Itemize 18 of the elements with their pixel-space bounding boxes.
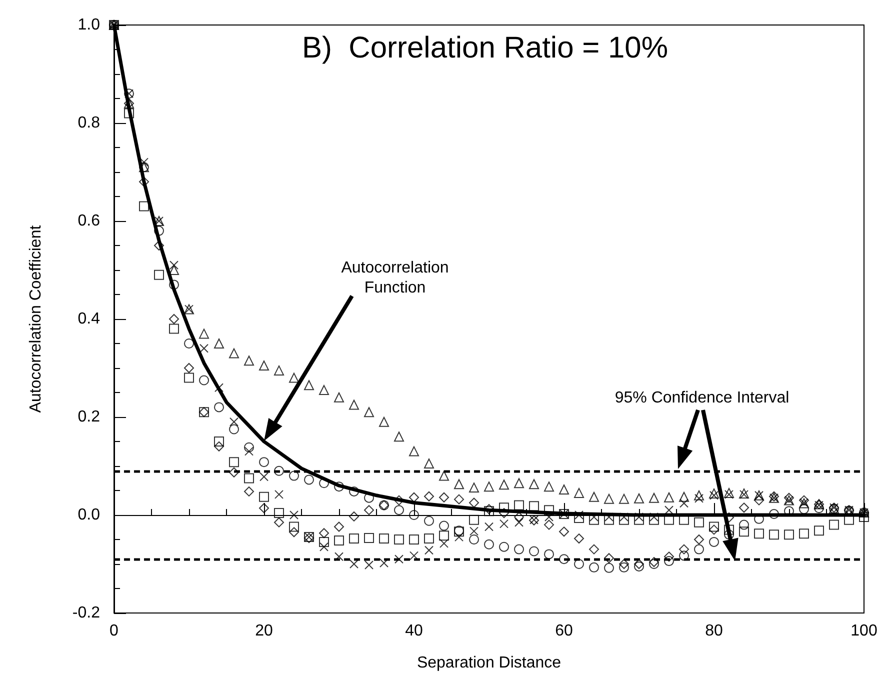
x-axis-title: Separation Distance — [416, 654, 562, 672]
y-tick-label: 0.6 — [78, 212, 100, 230]
x-tick-label: 80 — [705, 622, 723, 640]
annotation: Autocorrelation Function — [341, 260, 449, 296]
x-tick-label: 0 — [110, 622, 119, 640]
y-tick-label: 0.0 — [78, 506, 100, 524]
y-axis-title: Autocorrelation Coefficient — [28, 224, 44, 413]
annotation: 95% Confidence Interval — [614, 390, 790, 406]
chart-title: B) Correlation Ratio = 10% — [302, 32, 668, 64]
y-tick-label: -0.2 — [72, 604, 100, 622]
x-tick-label: 40 — [405, 622, 423, 640]
x-tick-label: 100 — [850, 622, 878, 640]
y-tick-label: 1.0 — [78, 16, 100, 34]
y-tick-label: 0.4 — [78, 310, 100, 328]
y-tick-label: 0.8 — [78, 114, 100, 132]
x-tick-label: 20 — [255, 622, 273, 640]
y-tick-label: 0.2 — [78, 408, 100, 426]
x-tick-label: 60 — [555, 622, 573, 640]
